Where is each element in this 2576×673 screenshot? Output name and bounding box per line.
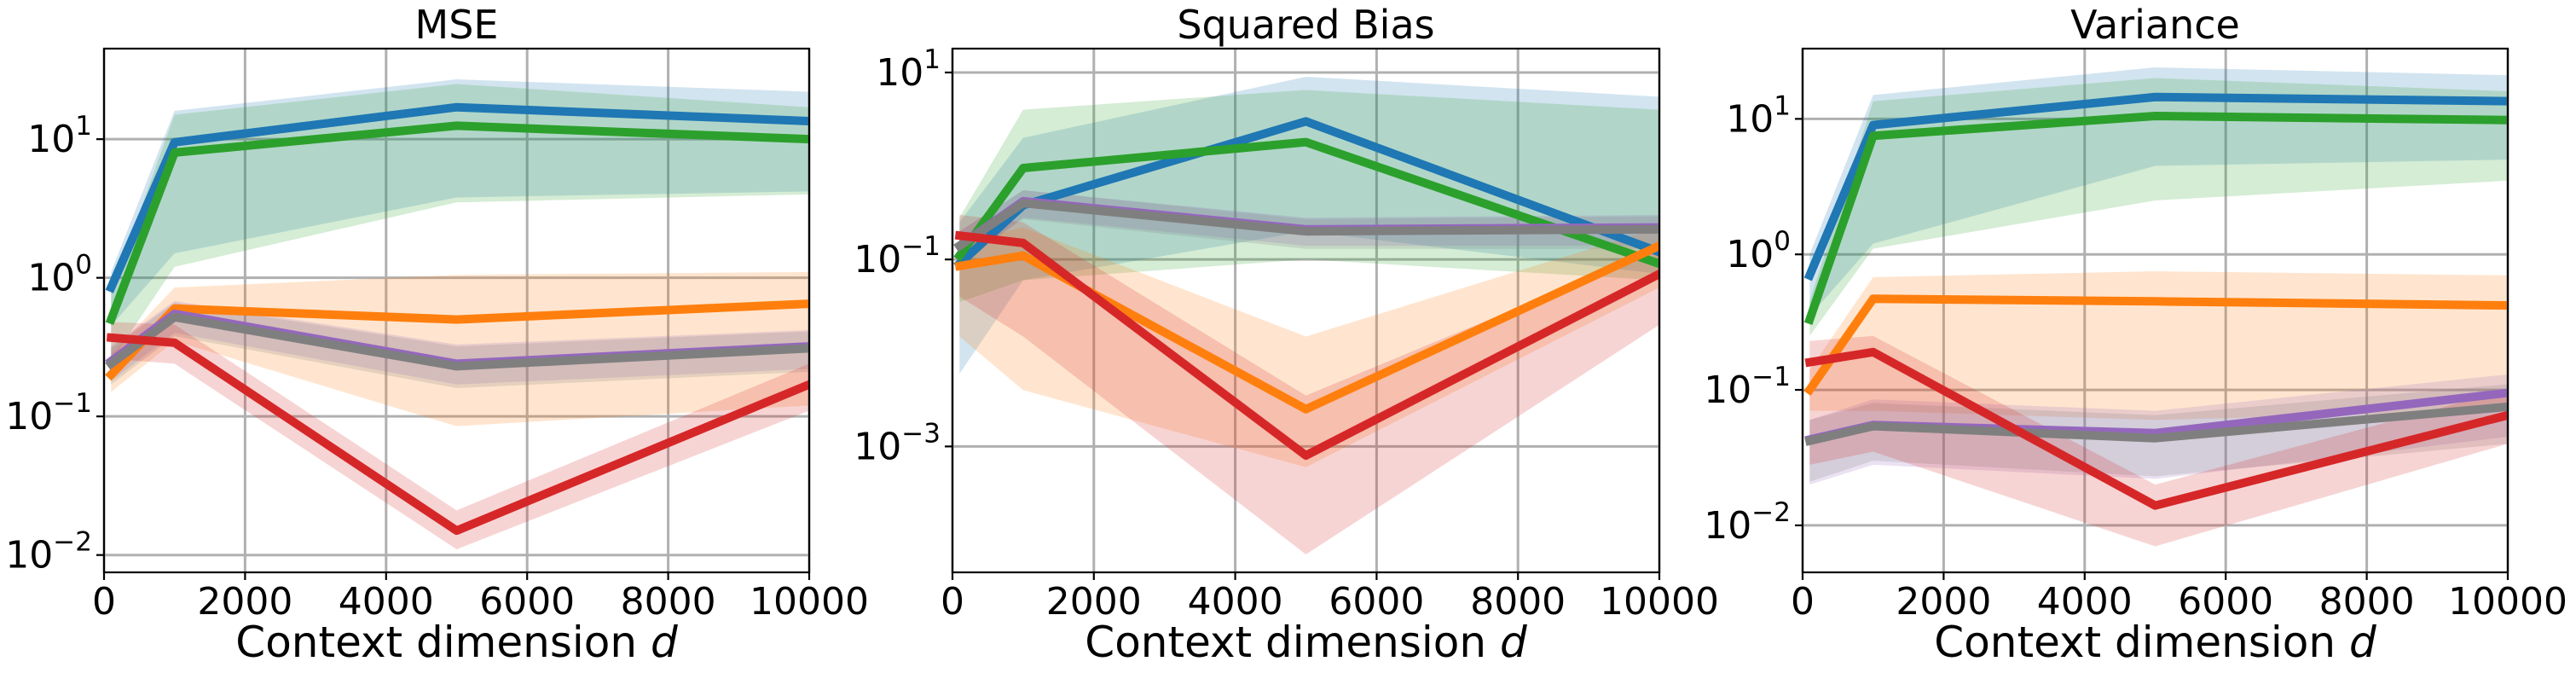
x-tick-label: 6000 bbox=[2178, 580, 2273, 624]
x-tick-label: 0 bbox=[92, 580, 116, 624]
red-confidence-band bbox=[959, 214, 1659, 554]
red-series-line bbox=[1804, 347, 2508, 510]
x-tick-label: 4000 bbox=[2037, 580, 2133, 624]
mse-axes-frame bbox=[102, 47, 811, 574]
x-tick-label: 10000 bbox=[2448, 580, 2567, 624]
purple-confidence-band bbox=[111, 300, 809, 385]
green-series-line bbox=[105, 121, 809, 326]
x-tick-label: 4000 bbox=[339, 580, 434, 624]
y-tick-label: 100 bbox=[1726, 226, 1791, 276]
x-tick-label: 2000 bbox=[197, 580, 292, 624]
y-tick-label: 10−2 bbox=[5, 527, 92, 577]
squared-bias-x-axis-label: Context dimension d bbox=[1085, 618, 1527, 667]
squared-bias-title: Squared Bias bbox=[1177, 2, 1434, 48]
mse-x-axis-label: Context dimension d bbox=[235, 618, 678, 667]
variance-x-axis-label: Context dimension d bbox=[1934, 618, 2376, 667]
x-tick-label: 2000 bbox=[1896, 580, 1991, 624]
y-tick-label: 101 bbox=[1726, 90, 1791, 141]
y-tick-label: 101 bbox=[27, 111, 92, 161]
y-tick-label: 10−3 bbox=[854, 418, 941, 468]
x-tick-label: 0 bbox=[1791, 580, 1815, 624]
x-tick-label: 6000 bbox=[1329, 580, 1424, 624]
y-tick-label: 100 bbox=[27, 250, 92, 300]
green-confidence-band bbox=[1809, 78, 2508, 336]
red-series-line bbox=[954, 230, 1659, 461]
blue-series-line bbox=[105, 102, 809, 293]
green-confidence-band bbox=[959, 90, 1659, 303]
gray-series-line bbox=[953, 199, 1659, 252]
variance-title: Variance bbox=[2070, 2, 2240, 48]
y-tick-label: 10−2 bbox=[1704, 497, 1791, 548]
squared-bias-plot-area bbox=[953, 76, 1659, 554]
squared-bias-axes-frame bbox=[951, 47, 1661, 574]
x-tick-label: 2000 bbox=[1046, 580, 1142, 624]
x-tick-label: 10000 bbox=[1600, 580, 1719, 624]
variance-axes-frame bbox=[1801, 47, 2509, 574]
squared-bias-panel: 0 2000 4000 6000 8000 10000 101 10−1 10−3 Squared… bbox=[854, 2, 1719, 667]
variance-panel: 0 2000 4000 6000 8000 10000 101 100 10−1 10−2 Vari… bbox=[1704, 2, 2567, 667]
x-tick-label: 8000 bbox=[1470, 580, 1566, 624]
blue-series-line bbox=[1803, 92, 2508, 281]
y-tick-label: 101 bbox=[876, 44, 941, 95]
gray-confidence-band bbox=[111, 302, 809, 389]
orange-confidence-band bbox=[1809, 271, 2508, 421]
y-tick-label: 10−1 bbox=[854, 231, 941, 281]
x-tick-label: 8000 bbox=[621, 580, 716, 624]
x-tick-label: 10000 bbox=[750, 580, 869, 624]
red-confidence-band bbox=[1809, 335, 2508, 547]
mse-panel: 0 2000 4000 6000 8000 10000 101 100 10−1 10−2 MSE C… bbox=[5, 2, 869, 667]
orange-confidence-band bbox=[959, 227, 1659, 467]
mse-title: MSE bbox=[415, 2, 499, 48]
y-tick-label: 10−1 bbox=[1704, 362, 1791, 412]
orange-series-line bbox=[1803, 294, 2508, 397]
green-series-line bbox=[1803, 111, 2508, 326]
blue-series-line bbox=[953, 117, 1659, 270]
green-confidence-band bbox=[111, 84, 809, 362]
x-tick-label: 8000 bbox=[2319, 580, 2415, 624]
x-tick-label: 6000 bbox=[479, 580, 575, 624]
y-tick-label: 10−1 bbox=[5, 388, 92, 438]
x-tick-label: 4000 bbox=[1188, 580, 1283, 624]
green-series-line bbox=[953, 137, 1659, 269]
x-tick-label: 0 bbox=[941, 580, 964, 624]
variance-plot-area bbox=[1803, 67, 2508, 547]
mse-plot-area bbox=[105, 79, 809, 549]
red-series-line bbox=[106, 333, 809, 536]
orange-series-line bbox=[954, 241, 1659, 414]
